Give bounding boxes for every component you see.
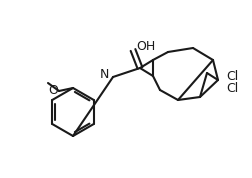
Text: OH: OH	[136, 40, 155, 53]
Text: Cl: Cl	[226, 69, 238, 82]
Text: O: O	[48, 85, 58, 98]
Text: Cl: Cl	[226, 82, 238, 95]
Text: N: N	[100, 69, 109, 82]
